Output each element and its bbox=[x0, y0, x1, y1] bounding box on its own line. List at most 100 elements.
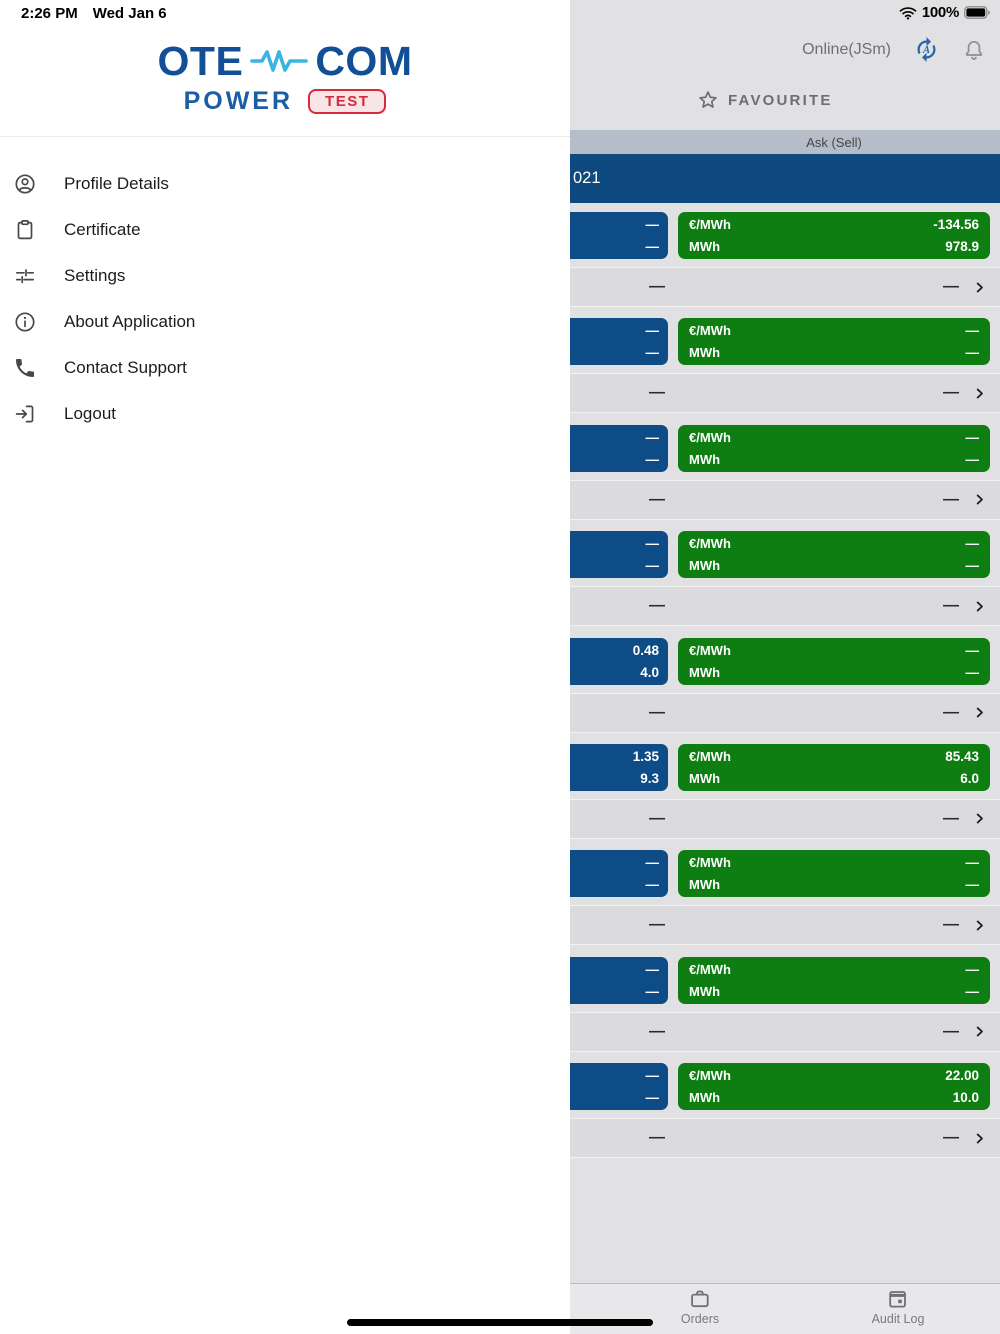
qty-unit-label: MWh bbox=[689, 983, 721, 999]
logo-wordmark: OTE COM bbox=[158, 41, 413, 82]
summary-ask-value: — bbox=[943, 278, 959, 295]
menu-item-profile-details[interactable]: Profile Details bbox=[0, 161, 570, 207]
home-indicator[interactable] bbox=[347, 1319, 653, 1326]
row-summary[interactable]: — — bbox=[570, 798, 1000, 839]
info-icon bbox=[13, 310, 37, 334]
bid-panel[interactable]: — — bbox=[570, 1063, 668, 1111]
bid-quantity: — bbox=[645, 558, 660, 574]
summary-ask-value: — bbox=[943, 703, 959, 721]
battery-icon bbox=[964, 6, 991, 19]
bid-panel[interactable]: — — bbox=[570, 956, 668, 1004]
favourite-tab[interactable]: FAVOURITE bbox=[697, 89, 833, 111]
bid-panel[interactable]: — — bbox=[570, 850, 668, 898]
logo-power-label: POWER bbox=[183, 87, 294, 115]
menu-label: Contact Support bbox=[64, 358, 187, 377]
row-summary[interactable]: — — bbox=[570, 479, 1000, 520]
ask-panel[interactable]: €/MWh — MWh — bbox=[678, 956, 990, 1004]
menu-label: Profile Details bbox=[64, 174, 169, 193]
bid-quantity: — bbox=[645, 345, 660, 361]
chevron-right-icon[interactable] bbox=[972, 1023, 987, 1040]
status-bar-left: 2:26 PM Wed Jan 6 bbox=[21, 5, 167, 22]
menu-item-logout[interactable]: Logout bbox=[0, 391, 570, 437]
ask-quantity: — bbox=[965, 451, 980, 467]
chevron-right-icon[interactable] bbox=[972, 491, 987, 508]
bid-price: — bbox=[645, 961, 660, 977]
briefcase-icon bbox=[688, 1287, 712, 1311]
summary-ask-value: — bbox=[943, 490, 959, 508]
menu-item-about[interactable]: About Application bbox=[0, 299, 570, 345]
ask-panel[interactable]: €/MWh — MWh — bbox=[678, 531, 990, 579]
summary-ask-value: — bbox=[943, 1129, 959, 1147]
bid-quantity: 4.0 bbox=[640, 664, 659, 680]
row-summary[interactable]: — — bbox=[570, 1118, 1000, 1159]
bid-panel[interactable]: — — bbox=[570, 212, 668, 259]
row-summary[interactable]: — — bbox=[570, 905, 1000, 946]
bid-panel[interactable]: 0.48 4.0 bbox=[570, 637, 668, 685]
chevron-right-icon[interactable] bbox=[972, 917, 987, 934]
row-summary[interactable]: — — bbox=[570, 692, 1000, 733]
ask-panel[interactable]: €/MWh 22.00 MWh 10.0 bbox=[678, 1063, 990, 1111]
ask-column-label: Ask (Sell) bbox=[806, 134, 862, 150]
app-logo: OTE COM POWER TEST bbox=[0, 41, 570, 116]
chevron-right-icon[interactable] bbox=[972, 810, 987, 827]
chevron-right-icon[interactable] bbox=[972, 704, 987, 721]
chevron-right-icon[interactable] bbox=[972, 598, 987, 615]
menu-label: Settings bbox=[64, 266, 126, 285]
menu-item-contact-support[interactable]: Contact Support bbox=[0, 345, 570, 391]
ask-panel[interactable]: €/MWh -134.56 MWh 978.9 bbox=[678, 212, 990, 259]
market-row: — — €/MWh — MWh — — — bbox=[570, 841, 1000, 947]
market-row: — — €/MWh — MWh — — — bbox=[570, 416, 1000, 522]
ask-quantity: 6.0 bbox=[960, 770, 979, 786]
market-row: — — €/MWh — MWh — — — bbox=[570, 948, 1000, 1054]
chevron-right-icon[interactable] bbox=[972, 1130, 987, 1147]
ask-price: — bbox=[965, 323, 980, 339]
ask-quantity: 978.9 bbox=[945, 239, 979, 254]
bid-panel[interactable]: 1.35 9.3 bbox=[570, 743, 668, 791]
qty-unit-label: MWh bbox=[689, 877, 721, 893]
bid-price: — bbox=[645, 217, 660, 232]
clipboard-icon bbox=[13, 218, 37, 242]
summary-bid-value: — bbox=[649, 490, 665, 508]
svg-text:A: A bbox=[922, 44, 930, 56]
bid-panel[interactable]: — — bbox=[570, 318, 668, 366]
status-bar-right: 100% bbox=[899, 4, 991, 21]
menu-item-certificate[interactable]: Certificate bbox=[0, 207, 570, 253]
ask-price: — bbox=[965, 642, 980, 658]
qty-unit-label: MWh bbox=[689, 239, 721, 254]
auto-refresh-icon[interactable]: A bbox=[913, 36, 940, 63]
row-summary[interactable]: — — bbox=[570, 267, 1000, 307]
price-unit-label: €/MWh bbox=[689, 217, 731, 232]
bid-price: — bbox=[645, 323, 660, 339]
date-banner[interactable]: 021 bbox=[570, 154, 1000, 203]
ask-panel[interactable]: €/MWh — MWh — bbox=[678, 318, 990, 366]
summary-ask-value: — bbox=[943, 597, 959, 615]
chevron-right-icon[interactable] bbox=[972, 385, 987, 402]
chevron-right-icon[interactable] bbox=[972, 279, 987, 296]
ask-panel[interactable]: €/MWh — MWh — bbox=[678, 637, 990, 685]
bid-quantity: — bbox=[645, 451, 660, 467]
row-summary[interactable]: — — bbox=[570, 373, 1000, 414]
person-circle-icon bbox=[13, 172, 37, 196]
bottom-tab-bar: Orders Audit Log bbox=[570, 1283, 1000, 1334]
test-badge: TEST bbox=[308, 89, 387, 114]
ask-panel[interactable]: €/MWh — MWh — bbox=[678, 424, 990, 472]
battery-percent: 100% bbox=[921, 4, 959, 21]
orderbook-rows: — — €/MWh -134.56 MWh 978.9 — — bbox=[570, 203, 1000, 1161]
menu-item-settings[interactable]: Settings bbox=[0, 253, 570, 299]
tab-audit-log[interactable]: Audit Log bbox=[872, 1287, 924, 1326]
star-icon bbox=[697, 89, 719, 111]
qty-unit-label: MWh bbox=[689, 345, 721, 361]
price-unit-label: €/MWh bbox=[689, 536, 731, 552]
tab-orders[interactable]: Orders bbox=[681, 1287, 719, 1326]
ask-panel[interactable]: €/MWh 85.43 MWh 6.0 bbox=[678, 743, 990, 791]
bid-price: 0.48 bbox=[632, 642, 659, 658]
row-summary[interactable]: — — bbox=[570, 1011, 1000, 1052]
bid-panel[interactable]: — — bbox=[570, 424, 668, 472]
qty-unit-label: MWh bbox=[689, 664, 721, 680]
ask-panel[interactable]: €/MWh — MWh — bbox=[678, 850, 990, 898]
notifications-bell-icon[interactable] bbox=[962, 37, 986, 63]
bid-panel[interactable]: — — bbox=[570, 531, 668, 579]
price-unit-label: €/MWh bbox=[689, 323, 731, 339]
row-summary[interactable]: — — bbox=[570, 586, 1000, 627]
